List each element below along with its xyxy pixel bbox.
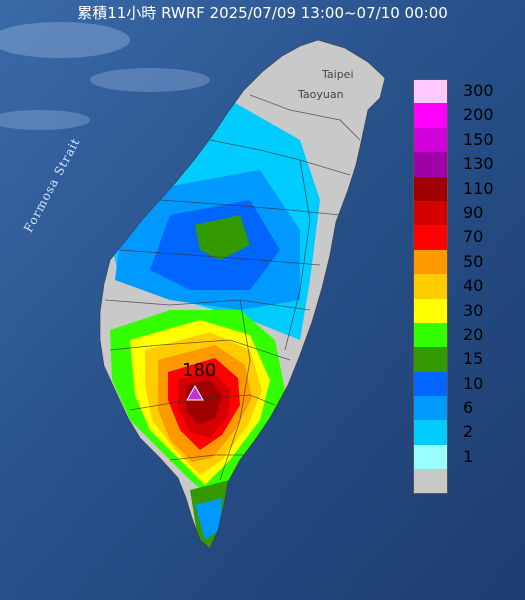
legend-swatch <box>413 127 448 153</box>
island-map <box>99 39 386 549</box>
legend-label: 50 <box>463 251 484 271</box>
max-rainfall-marker <box>186 384 204 401</box>
legend-color-bar <box>413 79 448 494</box>
legend-swatch <box>413 444 448 470</box>
legend-label: 110 <box>463 178 494 198</box>
legend-label: 6 <box>463 398 474 418</box>
city-label-taipei: Taipei <box>322 68 354 81</box>
legend-swatch <box>413 322 448 348</box>
cloud-texture <box>0 22 210 130</box>
legend-label: 150 <box>463 129 494 149</box>
legend-label: 10 <box>463 373 484 393</box>
legend-label: 130 <box>463 154 494 174</box>
city-label-taoyuan: Taoyuan <box>298 88 344 101</box>
legend-label: 300 <box>463 81 494 100</box>
legend-label: 30 <box>463 300 484 320</box>
legend-swatch <box>413 298 448 323</box>
legend-swatch <box>413 396 448 421</box>
legend-label: 15 <box>463 349 484 369</box>
legend-label: 200 <box>463 105 494 125</box>
max-rainfall-value: 180 <box>182 360 217 381</box>
legend-swatch <box>413 176 448 201</box>
legend-swatch <box>413 225 448 250</box>
legend-label: 90 <box>463 202 484 222</box>
legend-label: 40 <box>463 276 484 296</box>
legend-swatch <box>413 469 448 494</box>
legend-swatch <box>413 420 448 445</box>
legend-labels: 300 200 150 130 110 90 70 50 40 30 20 15 10 6 2 1 <box>463 79 494 494</box>
legend-swatch <box>413 79 448 104</box>
legend-swatch <box>413 200 448 226</box>
legend-label: 1 <box>463 446 474 466</box>
map-title: 累積11小時 RWRF 2025/07/09 13:00~07/10 00:00 <box>77 4 448 22</box>
legend-label: 70 <box>463 227 484 247</box>
legend-swatch <box>413 347 448 372</box>
legend-swatch <box>413 103 448 128</box>
legend-swatch <box>413 274 448 299</box>
legend-label <box>463 469 494 493</box>
legend-label: 20 <box>463 324 484 344</box>
legend-swatch <box>413 152 448 177</box>
legend-swatch <box>413 249 448 275</box>
legend-label: 2 <box>463 422 474 442</box>
legend-swatch <box>413 371 448 397</box>
